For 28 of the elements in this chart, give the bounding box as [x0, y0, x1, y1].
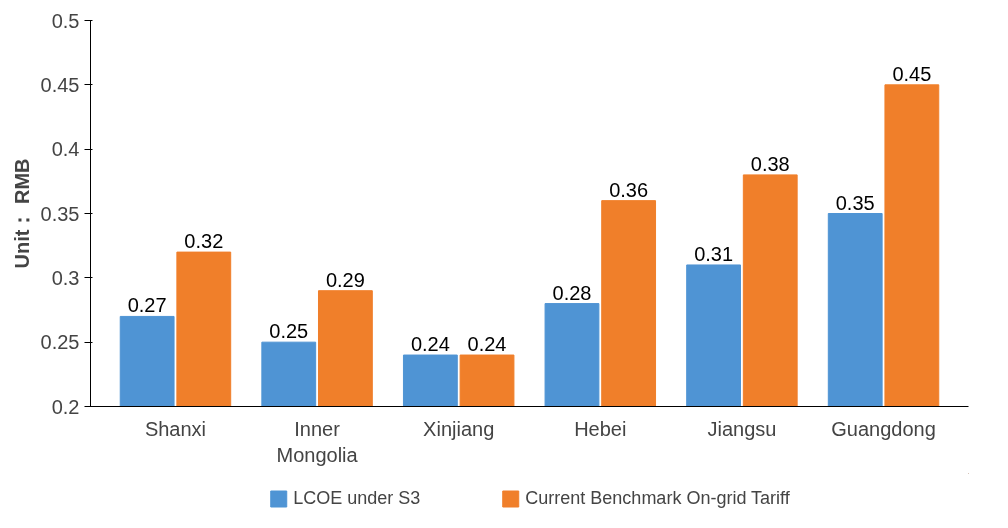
y-tick-label: 0.25 — [40, 331, 80, 354]
data-label: 0.31 — [694, 242, 734, 265]
y-tick-label: 0.4 — [51, 138, 80, 161]
x-tick-label: Guangdong — [831, 417, 936, 440]
x-tick-label: Inner Mongolia — [276, 417, 359, 466]
data-label: 0.29 — [325, 268, 365, 291]
data-label: 0.24 — [410, 333, 450, 356]
data-label: 0.28 — [552, 281, 592, 304]
y-tick-label: 0.45 — [40, 73, 80, 96]
x-tick-label: Jiangsu — [707, 417, 777, 440]
x-tick-label: Hebei — [574, 417, 627, 440]
data-label: 0.25 — [269, 320, 309, 343]
y-tick-label: 0.2 — [51, 395, 80, 418]
legend-label: LCOE under S3 — [293, 487, 421, 509]
data-label: 0.45 — [892, 62, 932, 85]
y-tick-label: 0.35 — [40, 202, 80, 225]
y-tick-label: 0.5 — [51, 9, 80, 32]
y-tick-label: 0.3 — [51, 266, 80, 289]
y-axis-title: Unit： RMB — [10, 158, 33, 269]
data-label: 0.38 — [750, 152, 790, 175]
data-label: 0.24 — [467, 333, 507, 356]
legend-label: Current Benchmark On-grid Tariff — [525, 487, 790, 509]
data-label: 0.32 — [184, 230, 224, 253]
x-tick-label: Shanxi — [144, 417, 207, 440]
data-label: 0.35 — [835, 191, 875, 214]
data-label: 0.36 — [609, 178, 649, 201]
data-label: 0.27 — [127, 294, 167, 317]
x-tick-label: Xinjiang — [423, 417, 495, 440]
